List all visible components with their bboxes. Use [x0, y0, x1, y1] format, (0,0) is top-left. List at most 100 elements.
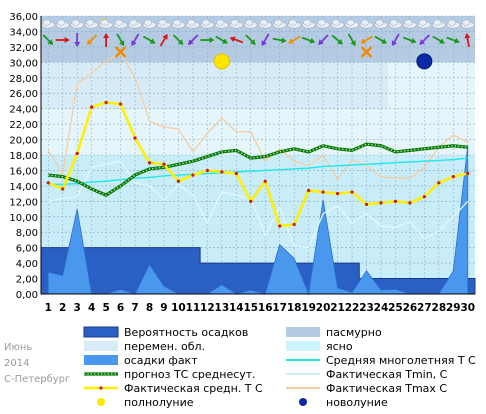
legend-entry-3: ясно	[286, 340, 353, 353]
x-tick-label: 9	[160, 302, 167, 314]
legend-entry-6: прогноз ТС среднесут.	[84, 368, 256, 381]
footer-city: С-Петербург	[4, 374, 71, 385]
legend-entry-0: Вероятность осадков	[83, 326, 248, 339]
x-tick-label: 27	[417, 302, 432, 314]
cloud-icon-4	[84, 19, 99, 29]
y-tick-label: 16,00	[9, 166, 38, 177]
weather-icons-row	[41, 18, 475, 58]
fact-avg-point-24	[379, 201, 383, 205]
avg-longterm-line	[48, 157, 468, 186]
x-tick-label: 20	[316, 302, 331, 314]
x-tick-label: 3	[74, 302, 81, 314]
cloud-puff-icon	[404, 19, 413, 26]
sky-band-clear-patch	[388, 62, 475, 109]
fact-avg-point-5	[104, 100, 108, 105]
legend-label: Фактическая средн. Т С	[124, 382, 263, 395]
x-tick-label: 12	[200, 302, 215, 314]
wind-arrow-icon-20	[318, 34, 329, 45]
wind-arrow-head	[350, 40, 356, 47]
wind-arrow-head	[391, 40, 398, 47]
legend-entry-4: осадки факт	[84, 354, 198, 367]
x-tick-label: 18	[287, 302, 302, 314]
wind-arrow-head	[318, 39, 324, 45]
cloud-puff-icon	[274, 19, 283, 26]
x-tick-label: 19	[301, 302, 316, 314]
marker-stroke-b	[360, 46, 373, 58]
y-tick-label: 24,00	[9, 105, 38, 116]
cloud-icon-8	[142, 19, 157, 29]
x-tick-label: 6	[117, 302, 124, 314]
fact-avg-point-14	[234, 171, 238, 176]
cloud-puff-icon	[245, 19, 254, 26]
fact-avg-point-21	[335, 192, 340, 196]
wind-arrow-icon-28	[432, 35, 445, 44]
x-tick-label: 4	[88, 302, 95, 314]
cloud-puff-icon	[216, 19, 225, 26]
cloud-icon-1	[41, 19, 56, 29]
cloud-puff-icon	[433, 19, 442, 26]
legend-swatch	[83, 326, 119, 338]
x-tick-label: 30	[460, 302, 475, 314]
x-tick-label: 5	[102, 302, 109, 314]
legend-entry-9: Фактическая Tmax С	[286, 382, 447, 395]
cloud-icon-11	[186, 19, 200, 29]
wind-arrow-head	[439, 38, 445, 44]
fact-avg-point-30	[466, 171, 470, 176]
cloud-icon-10	[171, 19, 186, 29]
y-tick-label: 6,00	[16, 244, 38, 255]
cloud-icon-2	[55, 19, 70, 29]
cloud-icon-16	[258, 19, 273, 29]
cloud-puff-icon	[303, 19, 312, 26]
cloud-puff-icon	[201, 19, 210, 26]
legend-entry-2: перемен. обл.	[84, 340, 205, 353]
cloud-icon-27	[417, 19, 432, 29]
cloud-icon-23	[359, 19, 374, 29]
wind-arrow-head	[360, 38, 367, 44]
x-tick-label: 21	[330, 302, 345, 314]
legend-swatch	[286, 341, 320, 351]
fact-avg-point-10	[176, 179, 181, 183]
fact-avg-point-17	[278, 224, 282, 228]
y-tick-label: 14,00	[9, 182, 38, 193]
wind-arrow-icon-13	[215, 35, 228, 44]
legend-label: осадки факт	[124, 354, 198, 367]
x-tick-label: 15	[243, 302, 258, 314]
cloud-icon-17	[272, 19, 287, 29]
wind-arrow-icon-27	[419, 34, 430, 45]
x-axis: 1 2 3 4 5 6 7 8 9 10 11 12 13 14 15 16 17 18 19 20 21 22 23 24 2…	[41, 293, 475, 314]
legend-entry-1: пасмурно	[286, 326, 382, 339]
y-tick-label: 2,00	[16, 275, 38, 286]
wind-arrow-head	[261, 40, 267, 47]
y-tick-label: 4,00	[16, 259, 38, 270]
wind-arrow-icon-10	[172, 34, 184, 45]
legend-swatch	[97, 398, 105, 406]
cloud-icon-24	[374, 19, 388, 29]
cloud-icon-15	[243, 19, 258, 29]
y-tick-label: 18,00	[9, 151, 38, 162]
wind-arrow-icon-16	[261, 33, 270, 47]
x-tick-label: 7	[131, 302, 138, 314]
y-tick-label: 22,00	[9, 120, 38, 131]
fact-avg-point-29	[451, 175, 455, 179]
wind-arrow-head	[47, 39, 54, 45]
cloud-icon-21	[330, 19, 345, 29]
wind-arrow-icon-3	[74, 33, 81, 47]
x-tick-label: 10	[171, 302, 186, 314]
wind-arrow-icon-6	[116, 33, 125, 47]
cloud-icon-19	[301, 19, 316, 29]
wind-arrow-icon-18	[288, 35, 301, 44]
wind-arrow-icon-21	[331, 34, 343, 45]
cloud-icon-20	[316, 19, 330, 29]
x-tick-label: 25	[388, 302, 403, 314]
moon-phases	[213, 53, 433, 70]
legend-label: пасмурно	[326, 326, 382, 339]
strong-wind-marker-icon-23	[360, 46, 373, 58]
y-tick-label: 20,00	[9, 136, 38, 147]
wind-arrow-icon-30	[464, 33, 471, 48]
x-tick-label: 24	[374, 302, 389, 314]
wind-arrow-head	[187, 39, 194, 45]
wind-arrow-head	[86, 39, 93, 45]
legend-label: Средняя многолетняя Т С	[326, 354, 476, 367]
cloud-puff-icon	[375, 19, 384, 26]
x-tick-label: 26	[403, 302, 418, 314]
